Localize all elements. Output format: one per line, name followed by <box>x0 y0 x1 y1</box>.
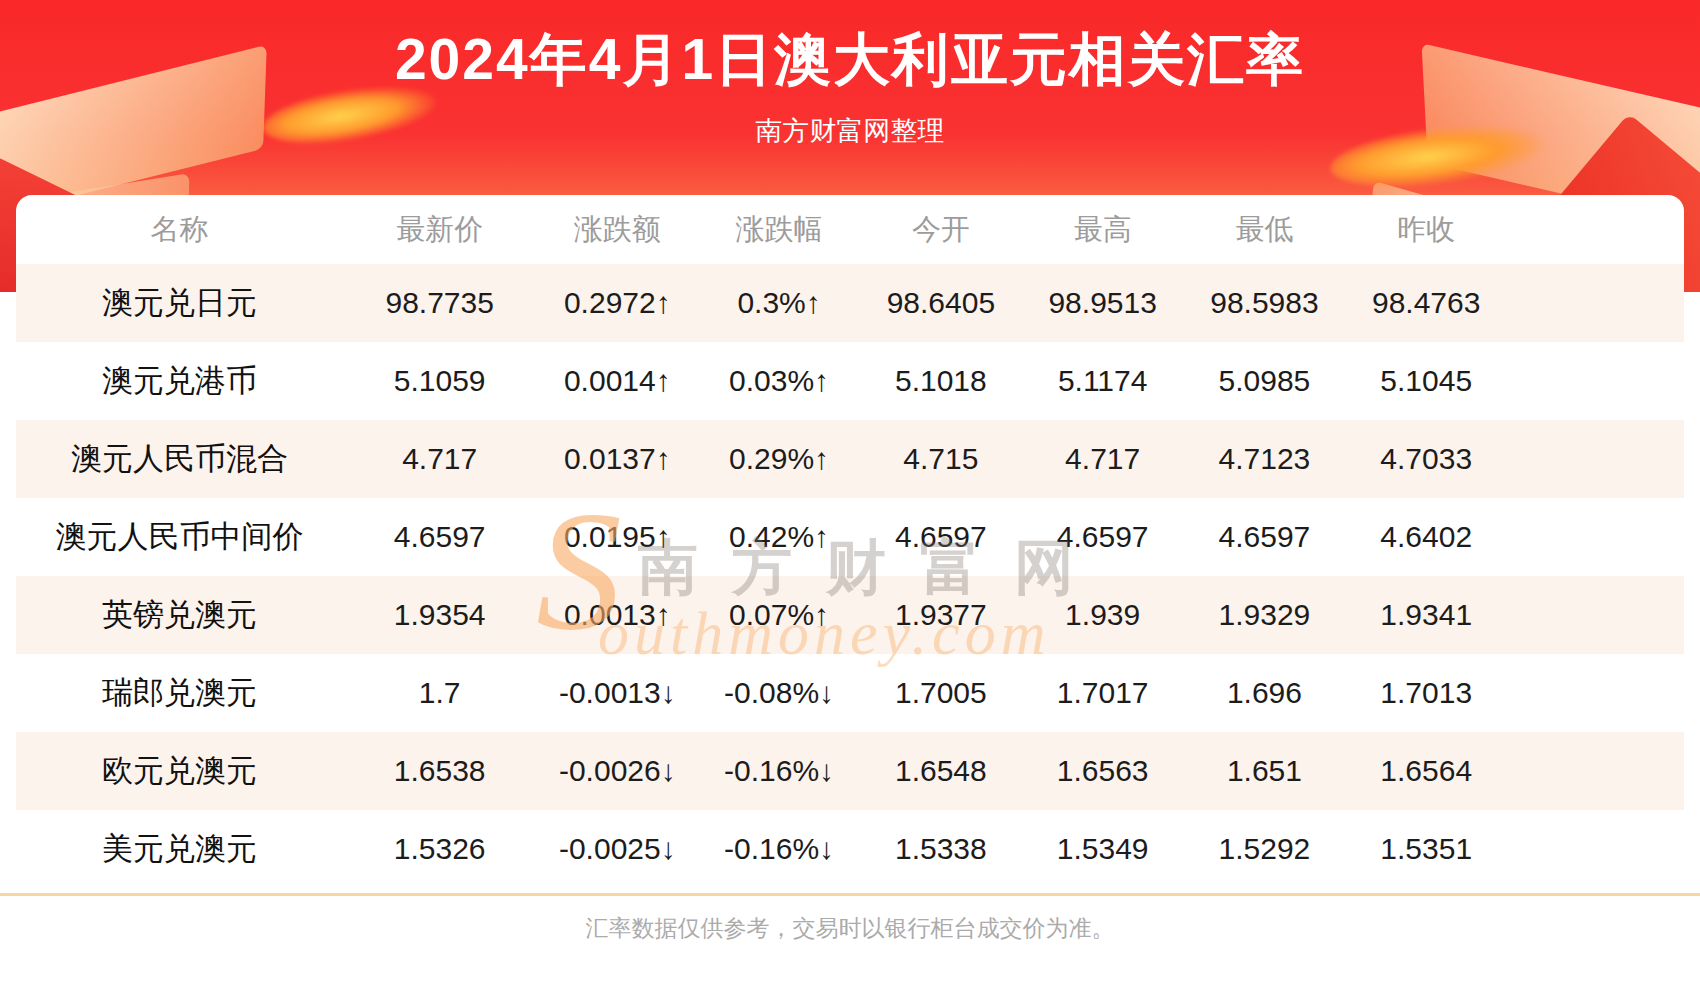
table-row: 澳元兑日元98.77350.2972↑0.3%↑98.640598.951398… <box>16 264 1684 342</box>
cell-high: 1.7017 <box>1022 654 1184 732</box>
cell-change: -0.0013↓ <box>536 654 698 732</box>
cell-prev-close: 1.5351 <box>1345 810 1507 888</box>
table-row: 澳元人民币中间价4.65970.0195↑0.42%↑4.65974.65974… <box>16 498 1684 576</box>
cell-latest: 98.7735 <box>343 264 536 342</box>
table-row: 美元兑澳元1.5326-0.0025↓-0.16%↓1.53381.53491.… <box>16 810 1684 888</box>
cell-name: 澳元人民币中间价 <box>16 498 343 576</box>
cell-low: 1.5292 <box>1184 810 1346 888</box>
cell-change-pct: 0.3%↑ <box>698 264 860 342</box>
cell-high: 4.6597 <box>1022 498 1184 576</box>
cell-change-pct: -0.16%↓ <box>698 810 860 888</box>
table-row: 欧元兑澳元1.6538-0.0026↓-0.16%↓1.65481.65631.… <box>16 732 1684 810</box>
cell-spacer <box>1507 576 1684 654</box>
cell-latest: 4.717 <box>343 420 536 498</box>
column-header: 最高 <box>1022 195 1184 264</box>
table-row: 澳元人民币混合4.7170.0137↑0.29%↑4.7154.7174.712… <box>16 420 1684 498</box>
cell-latest: 1.9354 <box>343 576 536 654</box>
cell-change-pct: 0.29%↑ <box>698 420 860 498</box>
cell-prev-close: 98.4763 <box>1345 264 1507 342</box>
cell-low: 1.9329 <box>1184 576 1346 654</box>
table-row: 瑞郎兑澳元1.7-0.0013↓-0.08%↓1.70051.70171.696… <box>16 654 1684 732</box>
cell-change-pct: -0.16%↓ <box>698 732 860 810</box>
cell-name: 澳元人民币混合 <box>16 420 343 498</box>
cell-change: -0.0026↓ <box>536 732 698 810</box>
cell-name: 英镑兑澳元 <box>16 576 343 654</box>
cell-high: 5.1174 <box>1022 342 1184 420</box>
cell-open: 1.7005 <box>860 654 1022 732</box>
cell-change-pct: 0.03%↑ <box>698 342 860 420</box>
cell-open: 98.6405 <box>860 264 1022 342</box>
table-row: 澳元兑港币5.10590.0014↑0.03%↑5.10185.11745.09… <box>16 342 1684 420</box>
rates-table-body: 澳元兑日元98.77350.2972↑0.3%↑98.640598.951398… <box>16 264 1684 888</box>
cell-high: 98.9513 <box>1022 264 1184 342</box>
column-header: 最低 <box>1184 195 1346 264</box>
cell-latest: 4.6597 <box>343 498 536 576</box>
column-header: 名称 <box>16 195 343 264</box>
cell-high: 4.717 <box>1022 420 1184 498</box>
cell-change: -0.0025↓ <box>536 810 698 888</box>
cell-change: 0.0137↑ <box>536 420 698 498</box>
cell-latest: 1.6538 <box>343 732 536 810</box>
cell-latest: 1.7 <box>343 654 536 732</box>
footer-divider <box>0 893 1700 896</box>
cell-change-pct: 0.42%↑ <box>698 498 860 576</box>
footer-disclaimer: 汇率数据仅供参考，交易时以银行柜台成交价为准。 <box>0 913 1700 944</box>
cell-open: 5.1018 <box>860 342 1022 420</box>
cell-change: 0.2972↑ <box>536 264 698 342</box>
column-header: 涨跌额 <box>536 195 698 264</box>
cell-prev-close: 4.7033 <box>1345 420 1507 498</box>
cell-high: 1.6563 <box>1022 732 1184 810</box>
cell-prev-close: 4.6402 <box>1345 498 1507 576</box>
column-header: 最新价 <box>343 195 536 264</box>
cell-open: 4.6597 <box>860 498 1022 576</box>
cell-low: 1.696 <box>1184 654 1346 732</box>
cell-change-pct: 0.07%↑ <box>698 576 860 654</box>
cell-spacer <box>1507 732 1684 810</box>
column-header-spacer <box>1507 195 1684 264</box>
cell-low: 1.651 <box>1184 732 1346 810</box>
page-subtitle: 南方财富网整理 <box>0 113 1700 149</box>
cell-name: 澳元兑日元 <box>16 264 343 342</box>
cell-name: 美元兑澳元 <box>16 810 343 888</box>
cell-open: 4.715 <box>860 420 1022 498</box>
cell-open: 1.9377 <box>860 576 1022 654</box>
cell-spacer <box>1507 342 1684 420</box>
cell-high: 1.5349 <box>1022 810 1184 888</box>
cell-latest: 5.1059 <box>343 342 536 420</box>
header-row: 名称最新价涨跌额涨跌幅今开最高最低昨收 <box>16 195 1684 264</box>
rates-card: 名称最新价涨跌额涨跌幅今开最高最低昨收 澳元兑日元98.77350.2972↑0… <box>16 195 1684 888</box>
cell-change: 0.0013↑ <box>536 576 698 654</box>
cell-high: 1.939 <box>1022 576 1184 654</box>
cell-change: 0.0014↑ <box>536 342 698 420</box>
cell-name: 瑞郎兑澳元 <box>16 654 343 732</box>
cell-prev-close: 1.7013 <box>1345 654 1507 732</box>
table-row: 英镑兑澳元1.93540.0013↑0.07%↑1.93771.9391.932… <box>16 576 1684 654</box>
cell-spacer <box>1507 420 1684 498</box>
rates-table: 名称最新价涨跌额涨跌幅今开最高最低昨收 澳元兑日元98.77350.2972↑0… <box>16 195 1684 888</box>
cell-low: 4.6597 <box>1184 498 1346 576</box>
column-header: 今开 <box>860 195 1022 264</box>
cell-open: 1.6548 <box>860 732 1022 810</box>
cell-low: 98.5983 <box>1184 264 1346 342</box>
page-title: 2024年4月1日澳大利亚元相关汇率 <box>0 22 1700 99</box>
cell-change-pct: -0.08%↓ <box>698 654 860 732</box>
cell-spacer <box>1507 654 1684 732</box>
rates-table-header: 名称最新价涨跌额涨跌幅今开最高最低昨收 <box>16 195 1684 264</box>
cell-prev-close: 1.6564 <box>1345 732 1507 810</box>
cell-name: 澳元兑港币 <box>16 342 343 420</box>
cell-latest: 1.5326 <box>343 810 536 888</box>
cell-low: 4.7123 <box>1184 420 1346 498</box>
column-header: 昨收 <box>1345 195 1507 264</box>
cell-spacer <box>1507 498 1684 576</box>
cell-change: 0.0195↑ <box>536 498 698 576</box>
cell-spacer <box>1507 810 1684 888</box>
cell-prev-close: 5.1045 <box>1345 342 1507 420</box>
cell-spacer <box>1507 264 1684 342</box>
cell-open: 1.5338 <box>860 810 1022 888</box>
cell-name: 欧元兑澳元 <box>16 732 343 810</box>
cell-prev-close: 1.9341 <box>1345 576 1507 654</box>
column-header: 涨跌幅 <box>698 195 860 264</box>
cell-low: 5.0985 <box>1184 342 1346 420</box>
